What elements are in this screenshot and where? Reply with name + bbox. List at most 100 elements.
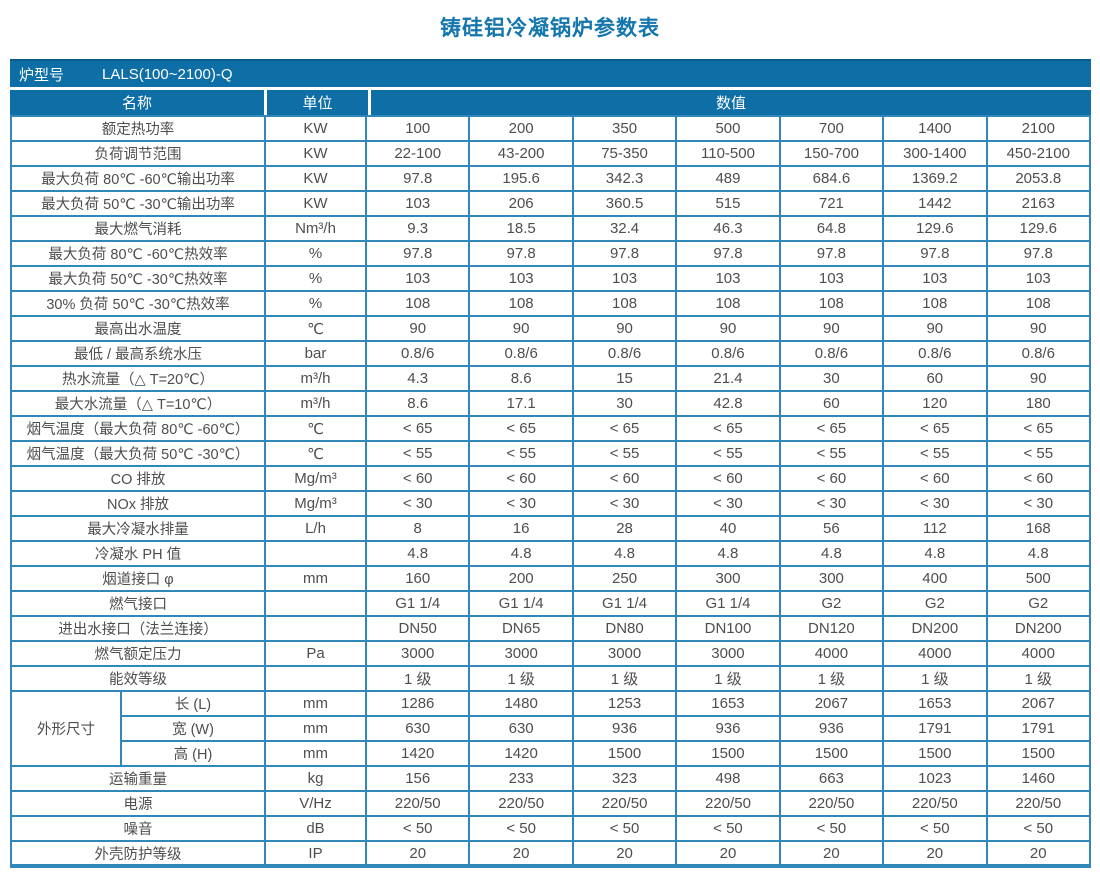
row-value: 1791 bbox=[985, 715, 1092, 742]
table-row: 运输重量 kg 156 233 323 498 663 1023 1460 bbox=[10, 765, 1092, 792]
table-row: 烟道接口 φ mm 160 200 250 300 300 400 500 bbox=[10, 565, 1092, 592]
row-name: 烟气温度（最大负荷 80℃ -60℃） bbox=[10, 415, 266, 442]
row-value: 220/50 bbox=[364, 790, 471, 817]
row-value: 108 bbox=[675, 290, 781, 317]
table-row: 外壳防护等级 IP 20 20 20 20 20 20 20 bbox=[10, 840, 1092, 868]
row-value: 2163 bbox=[985, 190, 1092, 217]
row-value: 360.5 bbox=[571, 190, 678, 217]
model-bar: 炉型号 LALS(100~2100)-Q bbox=[10, 59, 1091, 87]
row-value: 4.8 bbox=[675, 540, 781, 567]
row-value: 16 bbox=[468, 515, 574, 542]
row-value: 4.8 bbox=[468, 540, 574, 567]
row-value: 60 bbox=[778, 390, 885, 417]
table-row: 最高出水温度 ℃ 90 90 90 90 90 90 90 bbox=[10, 315, 1092, 342]
column-header-unit: 单位 bbox=[267, 90, 368, 115]
row-value: 1023 bbox=[882, 765, 988, 792]
row-value: 97.8 bbox=[364, 240, 471, 267]
row-value: 721 bbox=[778, 190, 885, 217]
row-value: < 60 bbox=[468, 465, 574, 492]
row-value: 0.8/6 bbox=[468, 340, 574, 367]
row-value: 684.6 bbox=[778, 165, 885, 192]
row-name: 最低 / 最高系统水压 bbox=[10, 340, 266, 367]
row-value: 200 bbox=[468, 565, 574, 592]
table-row: 烟气温度（最大负荷 50℃ -30℃） ℃ < 55 < 55 < 55 < 55 < 55… bbox=[10, 440, 1092, 467]
row-value: < 30 bbox=[571, 490, 678, 517]
table-row: 宽 (W) mm 630 630 936 936 936 1791 1791 bbox=[11, 715, 1092, 742]
row-value: G2 bbox=[985, 590, 1092, 617]
row-value: 233 bbox=[468, 765, 574, 792]
row-value: < 55 bbox=[882, 440, 988, 467]
row-value: < 30 bbox=[985, 490, 1092, 517]
row-value: 220/50 bbox=[571, 790, 678, 817]
row-value: 8.6 bbox=[364, 390, 471, 417]
row-value: 0.8/6 bbox=[675, 340, 781, 367]
row-value: 2067 bbox=[985, 690, 1092, 717]
row-value: < 60 bbox=[778, 465, 885, 492]
row-name: 最大水流量（△ T=10℃） bbox=[10, 390, 266, 417]
row-value: 21.4 bbox=[675, 365, 781, 392]
row-value: 220/50 bbox=[985, 790, 1092, 817]
row-value: < 30 bbox=[468, 490, 574, 517]
row-value: 103 bbox=[675, 265, 781, 292]
row-value: 1 级 bbox=[364, 665, 471, 692]
row-value: 1 级 bbox=[882, 665, 988, 692]
row-value: 220/50 bbox=[468, 790, 574, 817]
row-value: 97.8 bbox=[778, 240, 885, 267]
row-value: 20 bbox=[778, 840, 885, 868]
row-name: 负荷调节范围 bbox=[10, 140, 266, 167]
row-value: 1480 bbox=[468, 690, 574, 717]
row-value: 8 bbox=[364, 515, 471, 542]
row-name: 最高出水温度 bbox=[10, 315, 266, 342]
row-unit: % bbox=[264, 240, 367, 267]
row-value: 300 bbox=[675, 565, 781, 592]
row-unit: Mg/m³ bbox=[264, 465, 367, 492]
row-unit: ℃ bbox=[264, 440, 367, 467]
row-value: 4.8 bbox=[985, 540, 1092, 567]
column-header-row: 名称 单位 数值 bbox=[10, 90, 1091, 115]
row-value: < 55 bbox=[468, 440, 574, 467]
row-value: 20 bbox=[675, 840, 781, 868]
table-row: 外形尺寸长 (L) mm 1286 1480 1253 1653 2067 1653 2067 bbox=[10, 690, 1092, 767]
row-value: 22-100 bbox=[364, 140, 471, 167]
row-value: 1500 bbox=[778, 740, 885, 767]
row-value: 20 bbox=[468, 840, 574, 868]
spec-table: 额定热功率 KW 100 200 350 500 700 1400 2100 负荷调节范围 KW 22… bbox=[10, 115, 1092, 868]
row-name: 冷凝水 PH 值 bbox=[10, 540, 266, 567]
row-value: 97.8 bbox=[364, 165, 471, 192]
row-value: < 30 bbox=[778, 490, 885, 517]
row-name: 能效等级 bbox=[10, 665, 266, 692]
row-value: 108 bbox=[985, 290, 1092, 317]
row-value: < 55 bbox=[364, 440, 471, 467]
row-unit bbox=[264, 615, 367, 642]
row-value: 4.8 bbox=[882, 540, 988, 567]
row-value: 936 bbox=[675, 715, 781, 742]
row-unit bbox=[264, 540, 367, 567]
row-name: 外壳防护等级 bbox=[10, 840, 266, 868]
row-value: 3000 bbox=[468, 640, 574, 667]
row-value: < 60 bbox=[675, 465, 781, 492]
row-value: 97.8 bbox=[571, 240, 678, 267]
row-value: 43-200 bbox=[468, 140, 574, 167]
row-value: 1 级 bbox=[985, 665, 1092, 692]
row-value: DN50 bbox=[364, 615, 471, 642]
row-value: 103 bbox=[571, 265, 678, 292]
row-value: 250 bbox=[571, 565, 678, 592]
row-value: < 65 bbox=[778, 415, 885, 442]
row-value: G2 bbox=[778, 590, 885, 617]
row-value: 0.8/6 bbox=[571, 340, 678, 367]
row-unit: V/Hz bbox=[264, 790, 367, 817]
spec-table-wrap: 炉型号 LALS(100~2100)-Q 名称 单位 数值 额定热功率 KW 100… bbox=[10, 59, 1092, 868]
row-value: 1253 bbox=[571, 690, 678, 717]
row-value: 108 bbox=[778, 290, 885, 317]
row-value: 20 bbox=[364, 840, 471, 868]
row-name: 最大燃气消耗 bbox=[10, 215, 266, 242]
row-value: < 55 bbox=[778, 440, 885, 467]
row-value: 17.1 bbox=[468, 390, 574, 417]
row-value: 4.8 bbox=[778, 540, 885, 567]
row-value: 108 bbox=[468, 290, 574, 317]
table-row: 最低 / 最高系统水压 bar 0.8/6 0.8/6 0.8/6 0.8/6 0.8/6 0… bbox=[10, 340, 1092, 367]
row-value: < 30 bbox=[364, 490, 471, 517]
row-value: 103 bbox=[468, 265, 574, 292]
row-value: 500 bbox=[675, 115, 781, 142]
row-value: < 60 bbox=[571, 465, 678, 492]
